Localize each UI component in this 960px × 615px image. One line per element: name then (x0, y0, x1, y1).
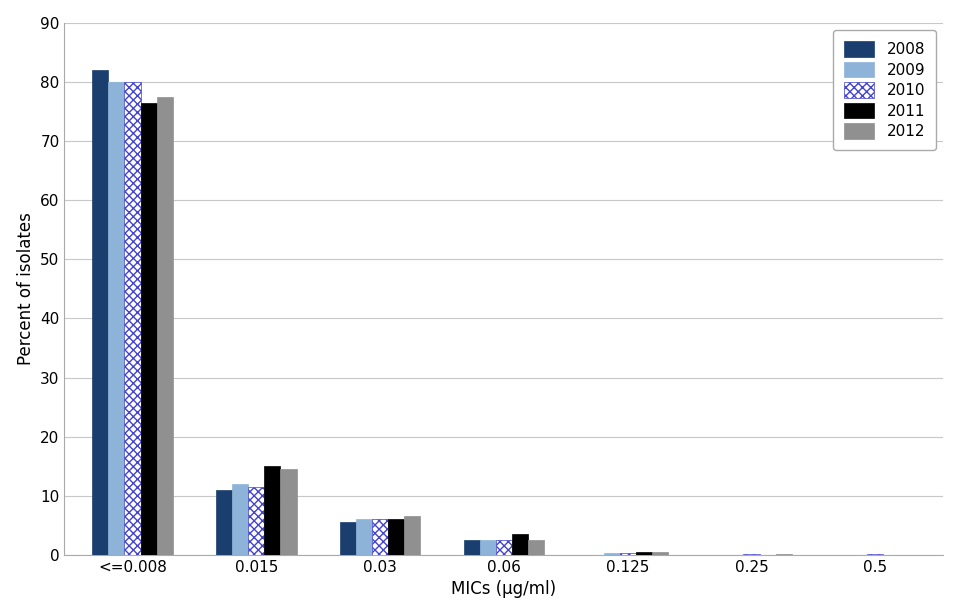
Bar (264, 466, 280, 555)
Bar (108, 82, 125, 555)
Bar (528, 540, 544, 555)
Bar (619, 553, 636, 555)
Y-axis label: Percent of isolates: Percent of isolates (16, 212, 35, 365)
Bar (125, 82, 140, 555)
Bar (249, 487, 264, 555)
Bar (280, 469, 297, 555)
Bar (404, 517, 420, 555)
Bar (92, 70, 108, 555)
Bar (496, 540, 512, 555)
Bar (372, 520, 388, 555)
Bar (743, 554, 759, 555)
Bar (652, 552, 668, 555)
Bar (156, 97, 173, 555)
Bar (356, 520, 372, 555)
Bar (480, 540, 496, 555)
Bar (140, 103, 156, 555)
Bar (636, 552, 652, 555)
Bar (512, 534, 528, 555)
Bar (340, 522, 356, 555)
Bar (232, 484, 249, 555)
Bar (216, 490, 232, 555)
Bar (464, 540, 480, 555)
Bar (388, 520, 404, 555)
Legend: 2008, 2009, 2010, 2011, 2012: 2008, 2009, 2010, 2011, 2012 (833, 30, 936, 150)
X-axis label: MICs (µg/ml): MICs (µg/ml) (451, 581, 557, 598)
Bar (604, 553, 619, 555)
